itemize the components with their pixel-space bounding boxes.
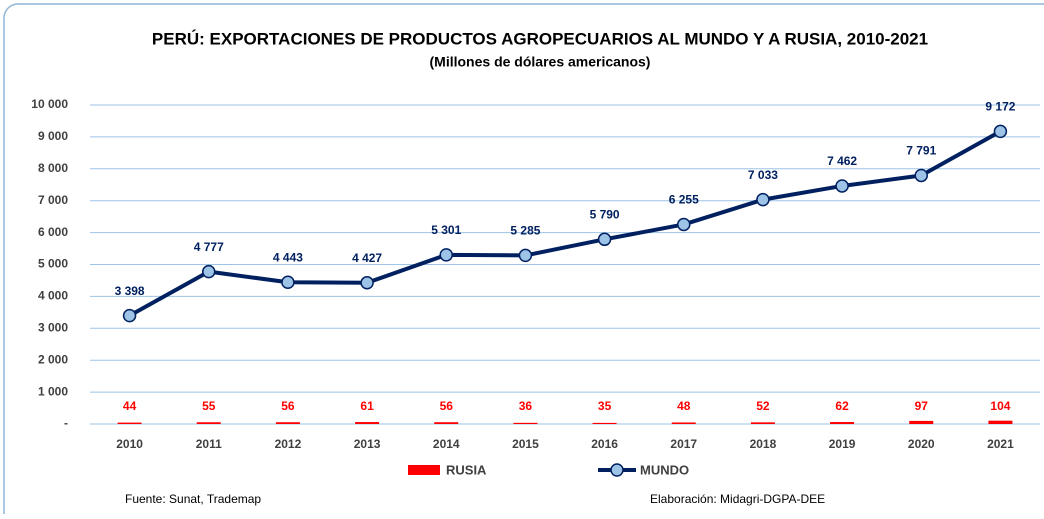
- bar: [671, 422, 696, 424]
- y-tick-label: 1 000: [38, 384, 68, 398]
- x-tick-label: 2010: [116, 437, 143, 451]
- y-tick-label: 6 000: [38, 225, 68, 239]
- bar: [196, 422, 221, 424]
- bar: [275, 422, 300, 424]
- x-tick-label: 2013: [354, 437, 381, 451]
- y-tick-label: 10 000: [31, 97, 68, 111]
- data-label: 56: [440, 399, 454, 413]
- marker: [756, 192, 770, 207]
- chart-title: PERÚ: EXPORTACIONES DE PRODUCTOS AGROPEC…: [152, 29, 928, 48]
- bar: [592, 422, 617, 424]
- data-label: 44: [123, 399, 137, 413]
- y-tick-label: 7 000: [38, 193, 68, 207]
- y-tick-label: 2 000: [38, 352, 68, 366]
- marker: [202, 264, 216, 279]
- legend-marker: [610, 463, 624, 477]
- legend-label: MUNDO: [640, 462, 689, 477]
- data-label: 3 398: [115, 284, 145, 298]
- marker: [122, 308, 137, 323]
- bar: [355, 422, 380, 424]
- data-label: 7 033: [748, 168, 778, 182]
- data-label: 55: [202, 399, 216, 413]
- data-label: 4 443: [273, 250, 303, 264]
- legend-swatch: [408, 465, 440, 475]
- bar: [513, 422, 538, 424]
- data-label: 36: [519, 399, 533, 413]
- y-tick-label: 8 000: [38, 161, 68, 175]
- y-tick-label: -: [64, 416, 68, 430]
- bar: [830, 422, 855, 424]
- data-label: 52: [756, 399, 770, 413]
- data-label: 4 427: [352, 251, 382, 265]
- x-tick-label: 2012: [275, 437, 302, 451]
- y-tick-label: 5 000: [38, 257, 68, 271]
- x-tick-label: 2014: [433, 437, 460, 451]
- x-tick-label: 2019: [829, 437, 856, 451]
- x-tick-label: 2015: [512, 437, 539, 451]
- marker: [281, 275, 295, 290]
- data-label: 5 285: [510, 224, 540, 238]
- y-tick-label: 4 000: [38, 289, 68, 303]
- data-label: 6 255: [669, 193, 699, 207]
- data-label: 4 777: [194, 240, 224, 254]
- bar: [909, 420, 934, 424]
- x-tick-label: 2011: [196, 437, 222, 451]
- x-tick-label: 2021: [987, 437, 1014, 451]
- bar: [434, 422, 459, 424]
- bar: [117, 422, 142, 424]
- data-label: 7 462: [827, 154, 857, 168]
- marker: [677, 217, 691, 232]
- marker: [993, 124, 1008, 139]
- marker: [597, 232, 612, 247]
- marker: [439, 248, 453, 262]
- y-tick-label: 3 000: [38, 320, 68, 334]
- data-label: 5 301: [431, 223, 461, 237]
- marker: [835, 179, 849, 193]
- source: Fuente: Sunat, Trademap: [125, 492, 261, 506]
- y-tick-label: 9 000: [38, 129, 68, 143]
- bar: [988, 420, 1013, 424]
- chart-subtitle: (Millones de dólares americanos): [430, 54, 651, 70]
- bar: [750, 422, 775, 424]
- x-tick-label: 2020: [908, 437, 935, 451]
- data-label: 7 791: [906, 144, 936, 158]
- data-label: 35: [598, 399, 612, 413]
- data-label: 9 172: [985, 100, 1015, 114]
- data-label: 61: [360, 399, 374, 413]
- data-label: 104: [990, 399, 1010, 413]
- data-label: 48: [677, 399, 691, 413]
- x-tick-label: 2018: [750, 437, 777, 451]
- marker: [360, 276, 374, 290]
- x-tick-label: 2016: [591, 437, 618, 451]
- marker: [914, 168, 928, 183]
- legend-label: RUSIA: [446, 462, 487, 477]
- data-label: 56: [281, 399, 295, 413]
- data-label: 62: [835, 399, 849, 413]
- marker: [518, 248, 533, 263]
- x-tick-label: 2017: [670, 437, 697, 451]
- data-label: 97: [915, 399, 929, 413]
- data-label: 5 790: [590, 207, 620, 221]
- credit: Elaboración: Midagri-DGPA-DEE: [650, 492, 825, 506]
- line: [128, 129, 1002, 318]
